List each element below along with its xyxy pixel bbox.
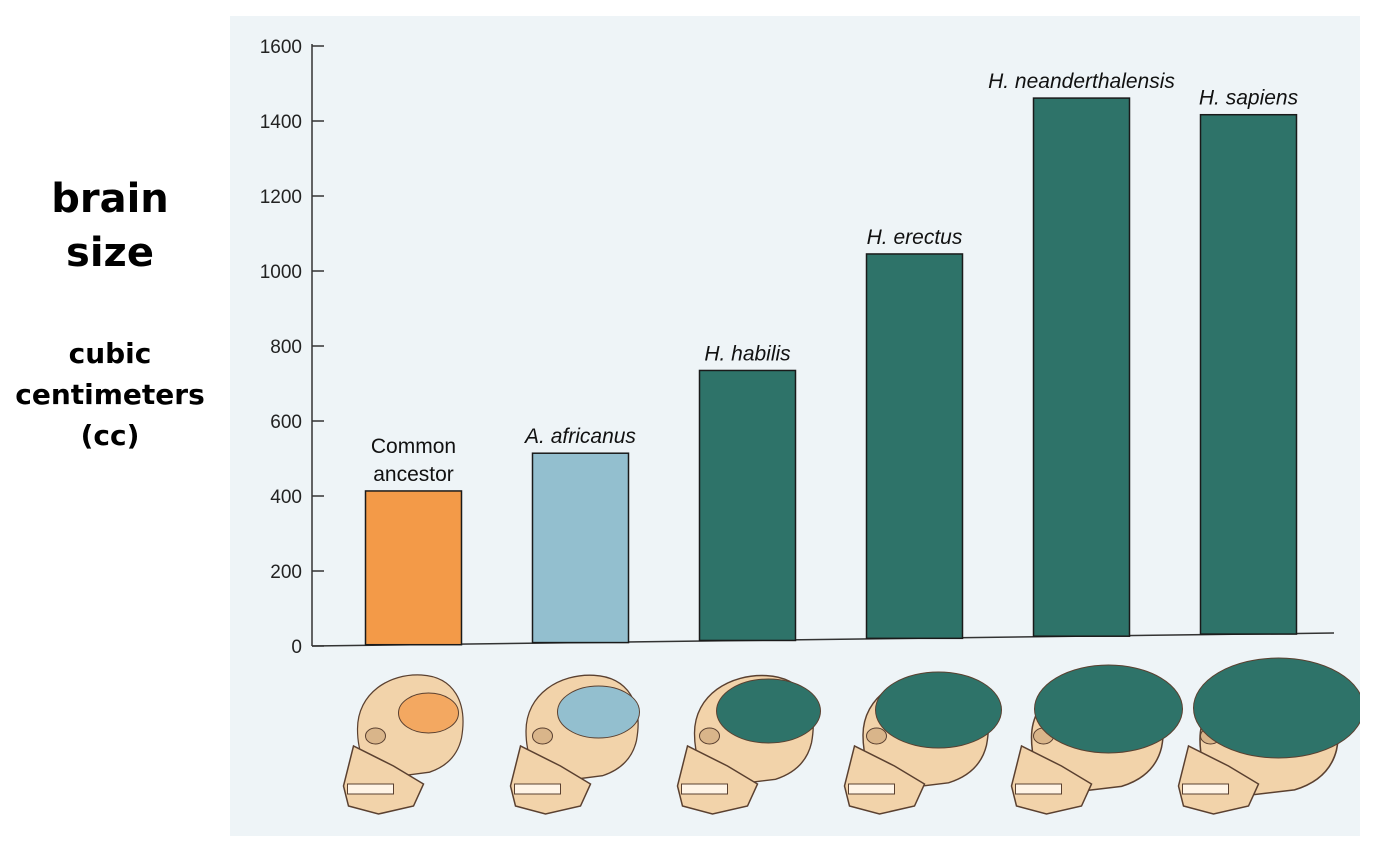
jaw-shape	[843, 744, 926, 815]
bar-a-africanus	[531, 452, 630, 644]
skull-h-habilis-icon	[676, 674, 821, 815]
brain-shape	[875, 671, 1002, 749]
y-axis-title-line: size	[66, 230, 154, 276]
category-label: Common	[371, 435, 456, 458]
bar-labels: Common ancestor A. africanus H. habilis H. e…	[371, 70, 1299, 486]
jaw-shape	[1010, 744, 1093, 815]
category-label: A. africanus	[523, 425, 636, 448]
chart-panel: 0 200 400 600 800 1000 1200 1400 1600 Common ance…	[230, 16, 1360, 836]
skull-a-africanus-icon	[509, 674, 640, 815]
y-tick-label: 1400	[260, 112, 302, 133]
x-axis-line	[311, 632, 1335, 647]
bars	[364, 97, 1298, 646]
jaw-shape	[509, 744, 592, 815]
brain-shape	[1034, 664, 1183, 754]
y-tick-label: 600	[270, 412, 302, 433]
jaw-shape	[342, 744, 425, 815]
y-tick-label: 200	[270, 562, 302, 583]
teeth-shape	[1015, 783, 1062, 795]
y-axis-unit-line: (cc)	[80, 419, 140, 452]
brain-shape	[716, 678, 821, 744]
category-label: H. neanderthalensis	[988, 70, 1175, 93]
teeth-shape	[681, 783, 728, 795]
y-tick-label: 1200	[260, 187, 302, 208]
skull-h-sapiens-icon	[1177, 657, 1360, 815]
teeth-shape	[848, 783, 895, 795]
bar-h-neanderthalensis	[1032, 97, 1131, 637]
brain-shape	[398, 692, 459, 734]
y-tick-label: 1600	[260, 37, 302, 58]
category-label: H. sapiens	[1199, 87, 1299, 110]
eye-orbit-shape	[866, 727, 887, 745]
skull-h-neanderthalensis-icon	[1010, 664, 1183, 815]
y-axis-unit-line: centimeters	[15, 378, 205, 411]
bar-common-ancestor	[364, 490, 463, 646]
eye-orbit-shape	[699, 727, 720, 745]
category-label: H. erectus	[867, 226, 963, 249]
jaw-shape	[1177, 744, 1260, 815]
teeth-shape	[347, 783, 394, 795]
category-label: H. habilis	[704, 342, 791, 365]
y-axis-title-line: brain	[51, 176, 169, 222]
teeth-shape	[1182, 783, 1229, 795]
skull-common-ancestor-icon	[342, 674, 464, 815]
y-axis-title: brain size	[20, 172, 200, 280]
skull-h-erectus-icon	[843, 671, 1002, 815]
y-tick-label: 800	[270, 337, 302, 358]
axes: 0 200 400 600 800 1000 1200 1400 1600	[260, 37, 1335, 658]
bar-h-sapiens	[1199, 113, 1298, 635]
jaw-shape	[676, 744, 759, 815]
category-label: ancestor	[373, 463, 454, 486]
eye-orbit-shape	[365, 727, 386, 745]
bar-h-habilis	[698, 369, 797, 642]
bar-chart: 0 200 400 600 800 1000 1200 1400 1600 Common ance…	[260, 37, 1360, 815]
eye-orbit-shape	[532, 727, 553, 745]
y-axis-unit-line: cubic	[68, 337, 152, 370]
brain-shape	[1193, 657, 1360, 759]
brain-shape	[557, 685, 640, 739]
bar-h-erectus	[865, 253, 964, 640]
y-axis-unit-label: cubic centimeters (cc)	[5, 333, 215, 456]
y-tick-label: 1000	[260, 262, 302, 283]
teeth-shape	[514, 783, 561, 795]
y-tick-label: 400	[270, 487, 302, 508]
skull-illustrations	[342, 657, 1360, 815]
y-tick-label: 0	[291, 637, 302, 658]
